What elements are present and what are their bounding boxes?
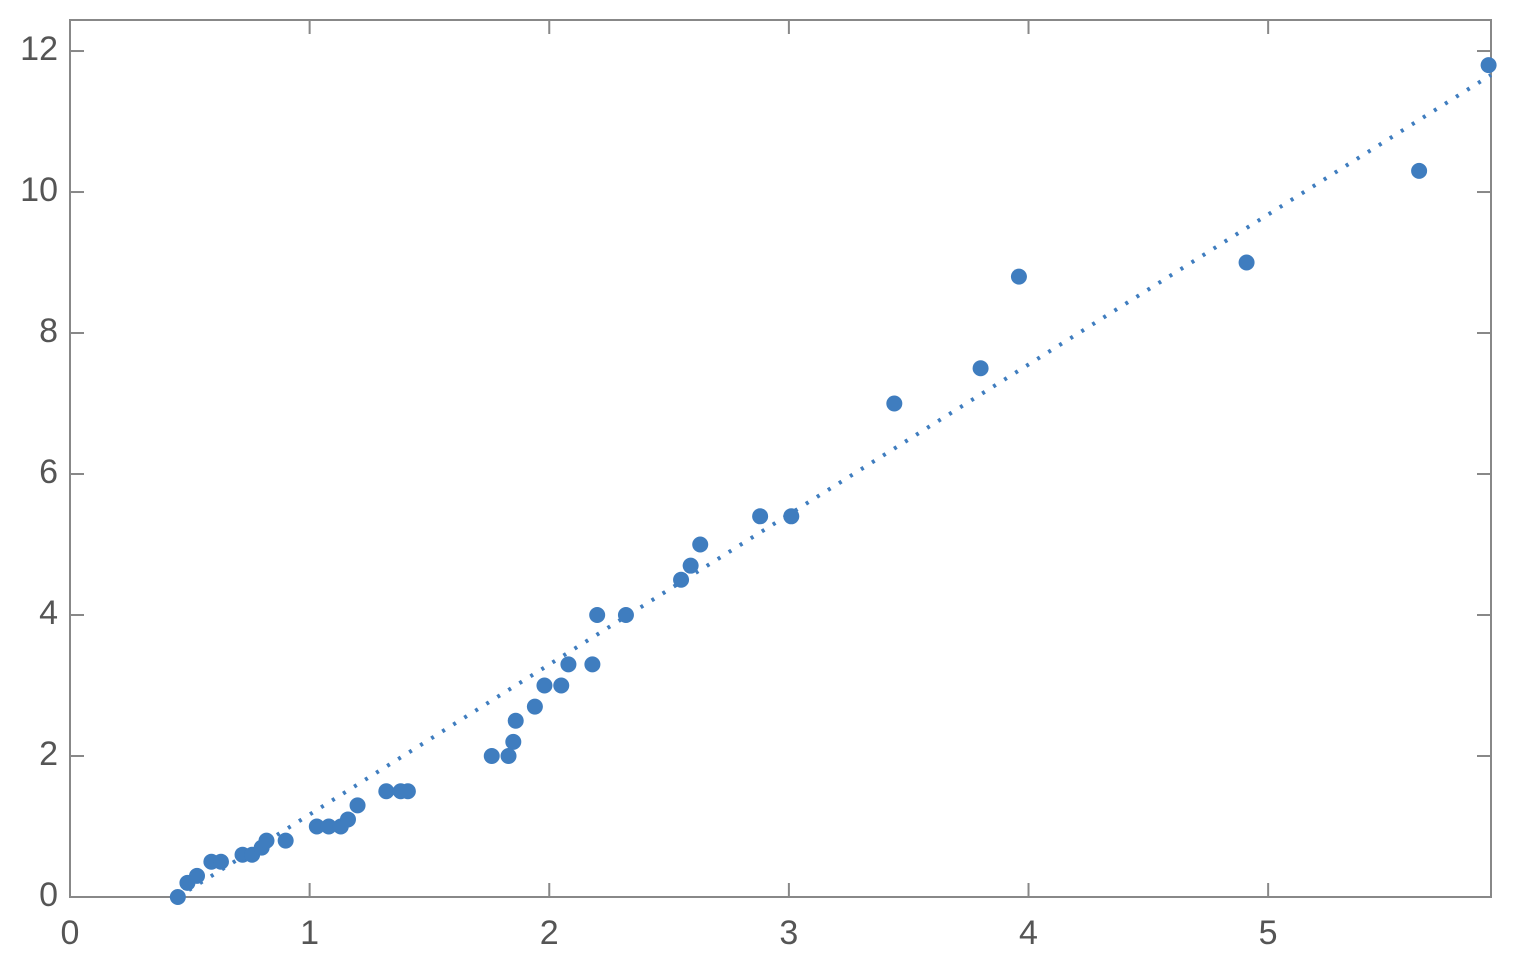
point (378, 783, 395, 800)
point (399, 783, 416, 800)
point (1238, 254, 1255, 271)
point (526, 698, 543, 715)
y-tick-label: 8 (39, 312, 58, 350)
x-tick-label: 5 (1259, 914, 1278, 952)
point (560, 656, 577, 673)
point (277, 832, 294, 849)
point (349, 797, 366, 814)
y-tick-label: 2 (39, 735, 58, 773)
point (308, 818, 325, 835)
point (500, 748, 517, 765)
x-tick-label: 0 (61, 914, 80, 952)
point (972, 360, 989, 377)
y-tick-label: 4 (39, 594, 58, 632)
point (507, 712, 524, 729)
point (752, 508, 769, 525)
y-tick-label: 12 (20, 30, 58, 68)
fit-line (176, 73, 1493, 899)
point (505, 733, 522, 750)
x-tick-label: 2 (540, 914, 559, 952)
point (536, 677, 553, 694)
point (169, 889, 186, 905)
point (553, 677, 570, 694)
point (617, 607, 634, 624)
point (673, 571, 690, 588)
point (589, 607, 606, 624)
point (692, 536, 709, 553)
plot-frame (69, 19, 1492, 898)
y-tick-label: 10 (20, 171, 58, 209)
point (339, 811, 356, 828)
point (886, 395, 903, 412)
point (1411, 162, 1428, 179)
point (783, 508, 800, 525)
point (1480, 57, 1497, 74)
x-tick-label: 4 (1019, 914, 1038, 952)
point (682, 557, 699, 574)
y-tick-label: 6 (39, 453, 58, 491)
point (212, 853, 229, 870)
x-tick-label: 1 (300, 914, 319, 952)
point (584, 656, 601, 673)
point (320, 818, 337, 835)
x-tick-label: 3 (779, 914, 798, 952)
point (1010, 268, 1027, 285)
point (258, 832, 275, 849)
point (483, 748, 500, 765)
point (189, 867, 206, 884)
y-tick-label: 0 (39, 876, 58, 914)
